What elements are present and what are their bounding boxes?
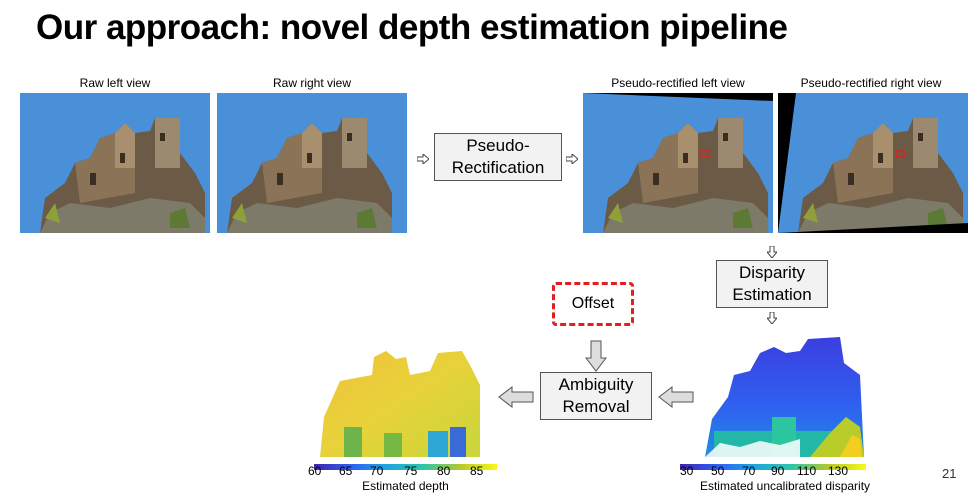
- arrow-left-icon: [658, 385, 694, 409]
- depth-tick: 85: [470, 464, 484, 478]
- disparity-tick: 50: [711, 464, 725, 478]
- caption-raw-left: Raw left view: [79, 76, 151, 90]
- raw-left-image: [20, 93, 210, 233]
- depth-tick: 65: [339, 464, 353, 478]
- ambiguity-removal-line1: Ambiguity: [558, 375, 634, 394]
- disparity-estimation-line1: Disparity: [738, 263, 806, 282]
- offset-box: Offset: [552, 282, 634, 326]
- rect-right-image: [778, 93, 968, 233]
- depth-tick: 60: [308, 464, 322, 478]
- arrow-right-icon: [566, 151, 578, 161]
- page-number: 21: [942, 466, 957, 481]
- arrow-left-icon: [498, 385, 534, 409]
- pseudo-rectification-line2: Rectification: [451, 158, 545, 177]
- disparity-tick: 110: [797, 464, 817, 478]
- disparity-colorbar: [680, 457, 866, 470]
- disparity-tick: 90: [771, 464, 785, 478]
- arrow-down-icon: [767, 311, 777, 323]
- page-title: Our approach: novel depth estimation pip…: [36, 8, 788, 47]
- depth-tick: 80: [437, 464, 451, 478]
- disparity-map-image: [700, 335, 870, 457]
- pseudo-rectification-box: Pseudo- Rectification: [434, 133, 562, 181]
- depth-colorbar-label: Estimated depth: [362, 479, 449, 493]
- ambiguity-removal-box: Ambiguity Removal: [540, 372, 652, 420]
- arrow-right-icon: [417, 151, 429, 161]
- caption-raw-right: Raw right view: [272, 76, 352, 90]
- rect-left-image: [583, 93, 773, 233]
- depth-tick: 70: [370, 464, 384, 478]
- depth-colorbar: [314, 457, 497, 470]
- pseudo-rectification-line1: Pseudo-: [466, 136, 530, 155]
- ambiguity-removal-line2: Removal: [562, 397, 630, 416]
- disparity-tick: 30: [680, 464, 694, 478]
- depth-tick: 75: [404, 464, 418, 478]
- disparity-estimation-box: Disparity Estimation: [716, 260, 828, 308]
- disparity-tick: 70: [742, 464, 756, 478]
- caption-rect-right: Pseudo-rectified right view: [800, 76, 942, 90]
- disparity-colorbar-label: Estimated uncalibrated disparity: [699, 479, 871, 493]
- raw-right-image: [217, 93, 407, 233]
- disparity-tick: 130: [828, 464, 849, 478]
- caption-rect-left: Pseudo-rectified left view: [611, 76, 745, 90]
- depth-map-image: [310, 345, 500, 457]
- disparity-estimation-line2: Estimation: [732, 285, 812, 304]
- arrow-down-icon: [584, 340, 608, 372]
- arrow-down-icon: [767, 245, 777, 257]
